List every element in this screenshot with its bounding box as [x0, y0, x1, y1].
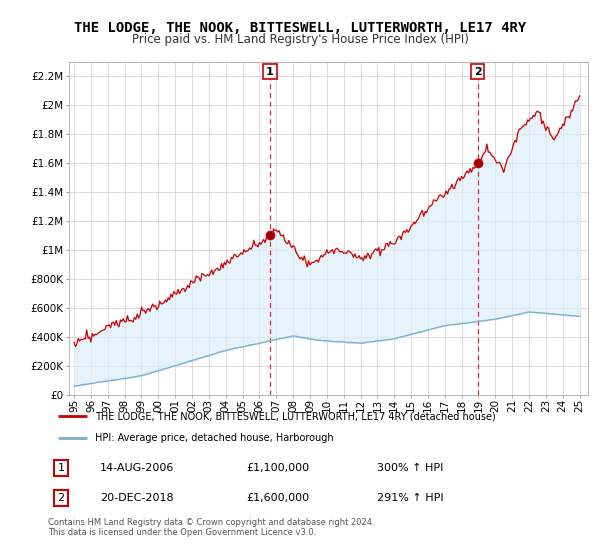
Text: 20-DEC-2018: 20-DEC-2018: [100, 493, 174, 503]
Text: 300% ↑ HPI: 300% ↑ HPI: [377, 463, 443, 473]
Text: £1,600,000: £1,600,000: [247, 493, 310, 503]
Text: 291% ↑ HPI: 291% ↑ HPI: [377, 493, 443, 503]
Text: 1: 1: [266, 67, 274, 77]
Text: 1: 1: [58, 463, 65, 473]
Text: £1,100,000: £1,100,000: [247, 463, 310, 473]
Text: 2: 2: [58, 493, 65, 503]
Text: HPI: Average price, detached house, Harborough: HPI: Average price, detached house, Harb…: [95, 433, 334, 443]
Text: 2: 2: [474, 67, 482, 77]
Text: THE LODGE, THE NOOK, BITTESWELL, LUTTERWORTH, LE17 4RY (detached house): THE LODGE, THE NOOK, BITTESWELL, LUTTERW…: [95, 411, 496, 421]
Text: Contains HM Land Registry data © Crown copyright and database right 2024.
This d: Contains HM Land Registry data © Crown c…: [48, 518, 374, 538]
Text: THE LODGE, THE NOOK, BITTESWELL, LUTTERWORTH, LE17 4RY: THE LODGE, THE NOOK, BITTESWELL, LUTTERW…: [74, 21, 526, 35]
Text: Price paid vs. HM Land Registry's House Price Index (HPI): Price paid vs. HM Land Registry's House …: [131, 33, 469, 46]
Text: 14-AUG-2006: 14-AUG-2006: [100, 463, 175, 473]
